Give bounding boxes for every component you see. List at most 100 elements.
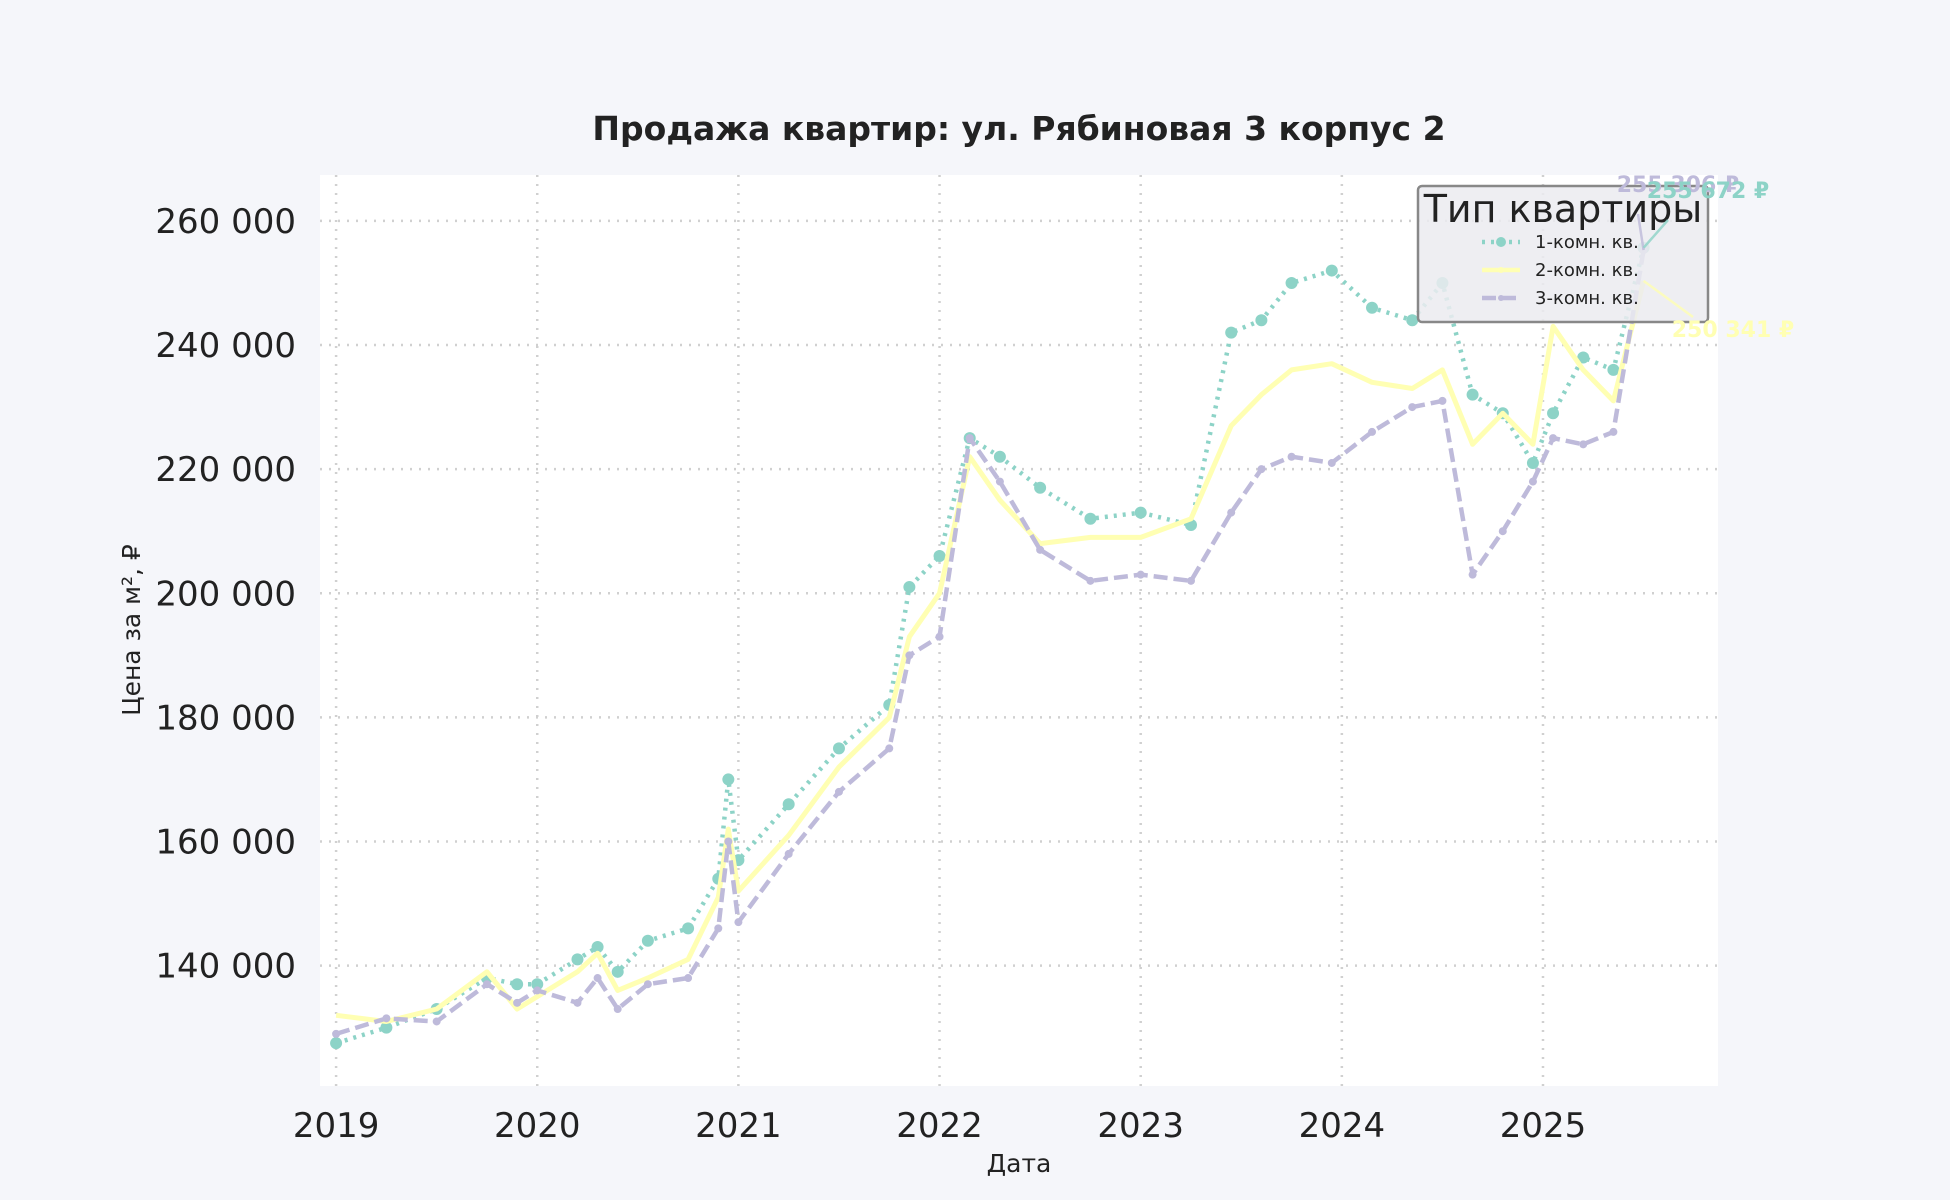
data-point [903, 581, 916, 594]
legend: Тип квартиры 1-комн. кв. 2-комн. кв. 3-ком… [1416, 184, 1710, 324]
annotation-arrow [1636, 213, 1645, 251]
data-point [1086, 576, 1095, 585]
data-point [722, 773, 735, 786]
data-point [1327, 458, 1336, 467]
x-axis-label: Дата [987, 1149, 1052, 1178]
data-point [1084, 512, 1097, 525]
data-point [593, 974, 602, 983]
series-layer [330, 241, 1650, 1050]
legend-title: Тип квартиры [1423, 187, 1703, 231]
data-point [1466, 388, 1479, 401]
legend-item: 2-комн. кв. [1482, 260, 1639, 281]
x-tick-label: 2019 [293, 1106, 380, 1146]
data-point [1438, 396, 1447, 405]
data-point [513, 998, 522, 1007]
data-point [935, 632, 944, 641]
data-point [1255, 314, 1268, 327]
data-point [432, 1017, 441, 1026]
y-tick-label: 240 000 [155, 326, 296, 366]
y-axis-label: Цена за м², ₽ [117, 544, 146, 716]
y-tick-label: 160 000 [155, 822, 296, 862]
x-tick-label: 2022 [896, 1106, 983, 1146]
y-axis-ticks: 140 000 160 000 180 000 200 000 220 000 240 0… [155, 202, 296, 987]
annotation-arrow [1642, 279, 1694, 319]
data-point [682, 922, 695, 935]
value-annotations: 255 306 ₽255 672 ₽ 250 341 ₽ [1617, 173, 1794, 343]
x-axis-ticks: 2019 2020 2021 2022 2023 2024 2025 [293, 1106, 1586, 1146]
data-point [1227, 508, 1236, 517]
data-point [611, 965, 624, 978]
x-tick-label: 2023 [1097, 1106, 1184, 1146]
data-point [684, 974, 693, 983]
value-annotation: 255 306 ₽ [1617, 173, 1739, 251]
data-point [714, 924, 723, 933]
data-point [1609, 427, 1618, 436]
plot-area [320, 175, 1718, 1086]
legend-marker [1498, 267, 1504, 273]
data-point [573, 998, 582, 1007]
annotation-label: 255 672 ₽ [1647, 179, 1769, 204]
data-point [933, 550, 946, 563]
data-point [834, 787, 843, 796]
data-point [1408, 403, 1417, 412]
data-point [1468, 570, 1477, 579]
data-point [1547, 407, 1560, 420]
data-point [1368, 427, 1377, 436]
data-point [1034, 481, 1047, 494]
annotation-label: 250 341 ₽ [1672, 318, 1794, 343]
data-point [1579, 440, 1588, 449]
data-point [1285, 276, 1298, 289]
data-point [885, 744, 894, 753]
data-point [995, 477, 1004, 486]
annotation-arrow [1642, 219, 1669, 249]
data-point [1186, 576, 1195, 585]
data-point [1526, 456, 1539, 469]
legend-item: 1-комн. кв. [1482, 232, 1639, 253]
data-point [533, 986, 542, 995]
legend-marker [1498, 295, 1504, 301]
data-point [1325, 264, 1338, 277]
data-point [571, 953, 584, 966]
data-point [734, 918, 743, 927]
series-3 [332, 246, 1648, 1038]
data-point [1549, 434, 1558, 443]
data-point [643, 980, 652, 989]
data-point [1577, 351, 1590, 364]
chart-title: Продажа квартир: ул. Рябиновая 3 корпус … [592, 109, 1445, 148]
legend-label: 1-комн. кв. [1535, 232, 1639, 253]
series-line [335, 280, 1647, 1024]
data-point [482, 980, 491, 989]
data-point [1257, 465, 1266, 474]
data-point [330, 1037, 343, 1050]
data-point [832, 742, 845, 755]
legend-box [1416, 184, 1710, 324]
x-tick-label: 2020 [494, 1106, 581, 1146]
y-tick-label: 180 000 [155, 698, 296, 738]
legend-item: 3-комн. кв. [1482, 288, 1639, 309]
data-point [641, 934, 654, 947]
data-point [965, 434, 974, 443]
data-point [332, 1029, 341, 1038]
data-point [1607, 363, 1620, 376]
series-2 [335, 280, 1647, 1024]
data-point [1036, 545, 1045, 554]
data-point [993, 450, 1006, 463]
value-annotation: 250 341 ₽ [1642, 279, 1794, 343]
data-point [724, 837, 733, 846]
y-tick-label: 220 000 [155, 450, 296, 490]
data-point [591, 940, 604, 953]
data-point [1225, 326, 1238, 339]
data-point [380, 1021, 393, 1034]
data-point [905, 651, 914, 660]
x-tick-label: 2024 [1299, 1106, 1386, 1146]
y-tick-label: 260 000 [155, 202, 296, 242]
data-point [613, 1005, 622, 1014]
data-point [1528, 477, 1537, 486]
legend-label: 2-комн. кв. [1535, 260, 1639, 281]
data-point [511, 978, 524, 991]
data-point [1366, 301, 1379, 314]
y-tick-label: 140 000 [155, 947, 296, 987]
data-point [382, 1014, 391, 1023]
annotation-label: 255 306 ₽ [1617, 173, 1739, 198]
